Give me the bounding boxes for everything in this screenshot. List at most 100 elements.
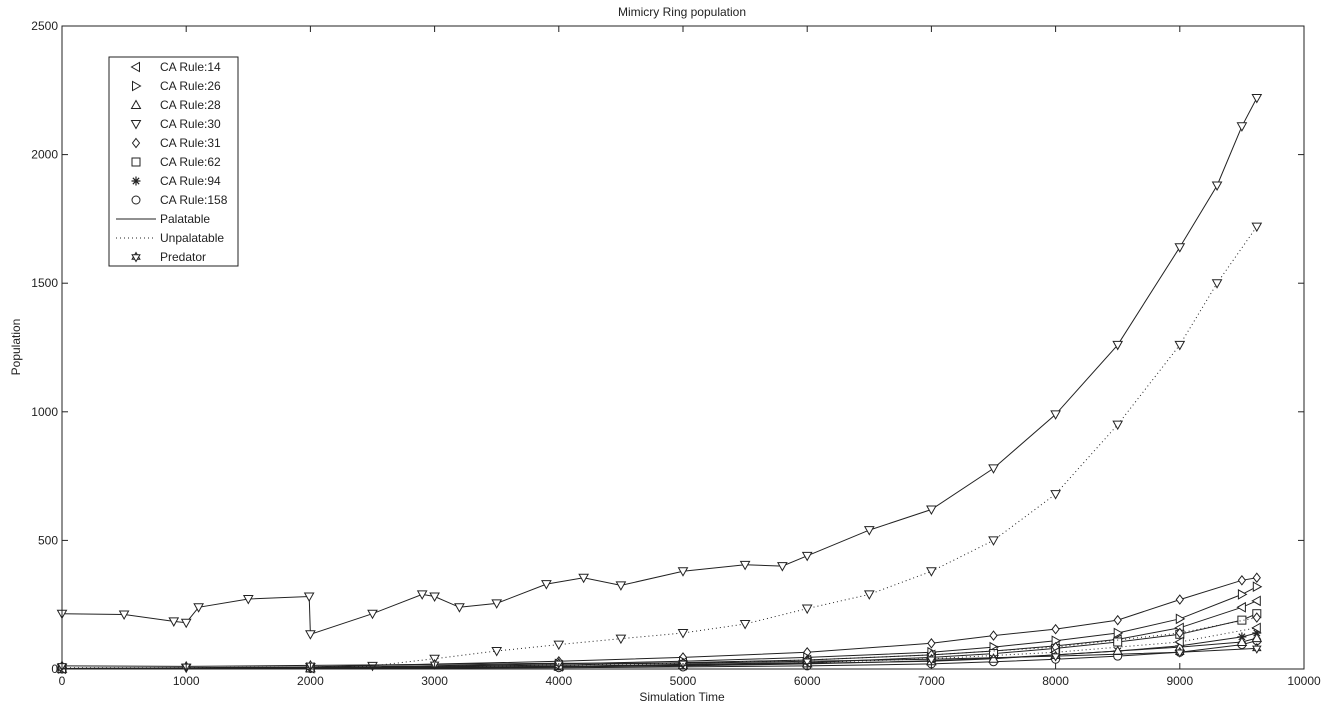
x-tick-label: 6000: [794, 674, 821, 688]
data-point: [1113, 637, 1123, 647]
x-axis-label: Simulation Time: [639, 690, 725, 704]
data-point: [1252, 572, 1261, 584]
data-point: [1175, 613, 1186, 625]
data-point: [926, 653, 937, 665]
x-tick-label: 5000: [670, 674, 697, 688]
series-line: [61, 627, 1257, 670]
data-point: [801, 604, 813, 615]
data-point: [193, 603, 204, 613]
data-point: [1252, 642, 1262, 654]
data-point: [989, 630, 998, 641]
legend-marker-diamond: [131, 137, 141, 149]
y-tick-label: 500: [38, 533, 58, 547]
legend-label: CA Rule:14: [160, 60, 221, 74]
data-point: [1174, 340, 1186, 351]
data-point: [1175, 627, 1184, 639]
data-point: [1252, 581, 1263, 593]
data-point: [118, 610, 130, 620]
chart-title: Mimicry Ring population: [618, 5, 746, 19]
x-tick-label: 3000: [421, 674, 448, 688]
data-point: [926, 567, 937, 577]
data-point: [303, 592, 315, 602]
data-point: [1237, 589, 1248, 600]
data-point: [180, 618, 192, 629]
x-tick-label: 4000: [545, 674, 572, 688]
series-line: [61, 640, 1257, 670]
data-point: [1112, 420, 1124, 431]
x-tick-label: 9000: [1166, 674, 1193, 688]
data-point: [863, 590, 875, 600]
data-point: [739, 619, 751, 630]
data-point: [927, 637, 936, 649]
data-point: [1211, 181, 1223, 191]
data-point: [1251, 595, 1261, 607]
data-point: [615, 634, 627, 645]
data-point: [305, 630, 316, 640]
legend-label: Palatable: [160, 212, 210, 226]
series-palatable-ca-rule-94: [57, 628, 1262, 674]
data-point: [988, 653, 999, 663]
legend-marker-hexagram: [131, 251, 141, 263]
data-point: [1050, 410, 1061, 420]
data-point: [429, 592, 440, 602]
data-point: [1251, 94, 1263, 104]
data-point: [615, 581, 627, 591]
series-line: [61, 637, 1257, 670]
series-line: [62, 226, 1258, 669]
x-tick-label: 8000: [1042, 674, 1069, 688]
data-point: [1237, 574, 1247, 586]
y-tick-label: 0: [51, 662, 58, 676]
series-unpalatable-ca-rule-30: [56, 222, 1263, 674]
data-point: [367, 609, 378, 620]
data-point: [553, 640, 565, 651]
legend-label: CA Rule:28: [160, 98, 221, 112]
legend-label: CA Rule:158: [160, 193, 228, 207]
legend-marker-triangle-down: [130, 120, 142, 130]
data-point: [1051, 623, 1060, 635]
legend-marker-triangle-up: [130, 99, 142, 109]
data-point: [416, 590, 428, 600]
data-point: [1175, 594, 1184, 605]
series-palatable-ca-rule-26: [58, 581, 1263, 674]
data-point: [491, 599, 503, 609]
y-tick-label: 1500: [31, 276, 58, 290]
legend-marker-asterisk: [131, 176, 141, 186]
x-tick-label: 10000: [1287, 674, 1321, 688]
data-point: [863, 526, 875, 536]
data-point: [988, 536, 999, 546]
data-point: [242, 595, 254, 605]
data-point: [1251, 632, 1263, 643]
series-line: [61, 613, 1257, 670]
data-point: [1211, 279, 1223, 289]
data-point: [1112, 340, 1124, 351]
legend-label: CA Rule:30: [160, 117, 221, 131]
y-tick-label: 1000: [31, 405, 58, 419]
series-line: [61, 647, 1257, 667]
x-tick-label: 2000: [297, 674, 324, 688]
x-tick-label: 7000: [918, 674, 945, 688]
legend-label: Unpalatable: [160, 231, 224, 245]
y-tick-label: 2500: [31, 19, 58, 33]
x-tick-label: 0: [59, 674, 66, 688]
series-line: [61, 577, 1257, 669]
legend-label: CA Rule:94: [160, 174, 221, 188]
legend-marker-triangle-right: [132, 80, 142, 92]
x-tick-label: 1000: [173, 674, 200, 688]
data-point: [1252, 612, 1261, 623]
data-point: [988, 464, 999, 474]
legend-box: [108, 56, 239, 267]
data-point: [491, 646, 503, 657]
y-axis-label: Population: [9, 319, 23, 376]
y-tick-label: 2000: [31, 148, 58, 162]
data-point: [1236, 636, 1248, 646]
data-point: [1113, 627, 1124, 639]
data-point: [777, 562, 788, 572]
data-point: [1050, 650, 1061, 662]
data-point: [1174, 636, 1184, 648]
data-point: [1251, 222, 1263, 233]
data-point: [168, 617, 180, 627]
data-point: [801, 551, 813, 562]
legend-marker-square: [131, 157, 141, 167]
legend-marker-triangle-left: [130, 61, 140, 73]
data-point: [1237, 615, 1247, 625]
